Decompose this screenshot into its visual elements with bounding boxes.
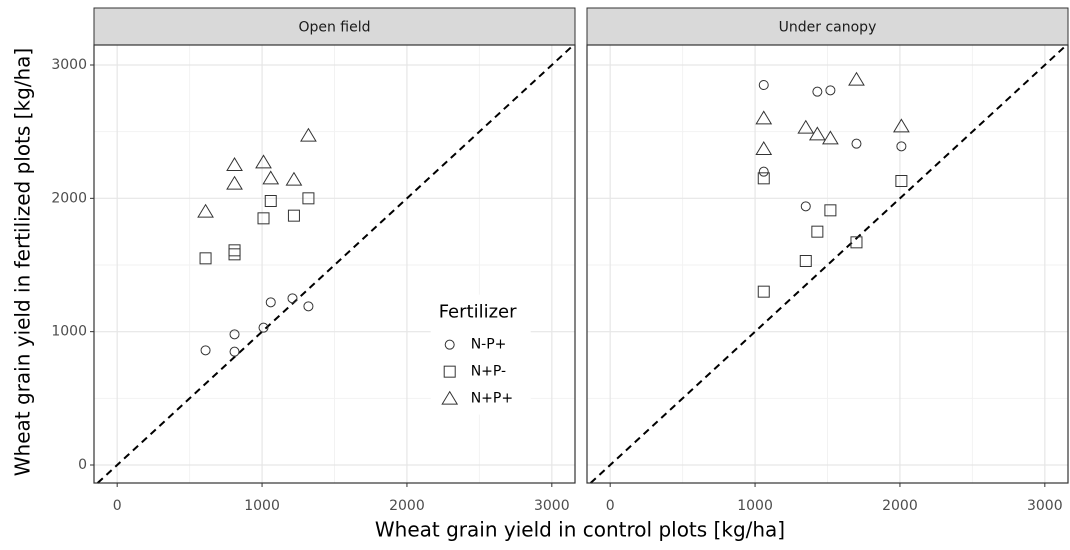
point bbox=[799, 255, 812, 267]
y-axis-label: Wheat grain yield in fertilized plots [k… bbox=[11, 48, 35, 476]
point bbox=[262, 170, 280, 185]
point bbox=[264, 195, 277, 207]
y-tick-label: 0 bbox=[78, 457, 87, 473]
x-tick-label: 3000 bbox=[1027, 498, 1063, 514]
facet-title: Open field bbox=[298, 20, 370, 36]
point bbox=[758, 80, 769, 90]
point bbox=[755, 141, 773, 155]
point bbox=[850, 236, 863, 249]
legend-label: N+P- bbox=[471, 364, 506, 380]
point bbox=[302, 192, 315, 205]
point bbox=[265, 297, 276, 308]
point bbox=[757, 285, 770, 298]
point bbox=[808, 126, 826, 141]
point bbox=[758, 166, 769, 177]
legend-key bbox=[441, 390, 459, 405]
point bbox=[848, 71, 865, 86]
point bbox=[800, 201, 811, 212]
x-tick-label: 1000 bbox=[244, 498, 280, 514]
point bbox=[199, 252, 212, 265]
point bbox=[200, 345, 211, 356]
x-tick-label: 0 bbox=[113, 498, 122, 514]
point bbox=[255, 154, 272, 169]
point bbox=[812, 86, 823, 97]
point bbox=[896, 141, 907, 152]
point bbox=[226, 175, 243, 190]
y-tick-label: 1000 bbox=[51, 324, 87, 340]
point bbox=[226, 157, 243, 171]
point bbox=[893, 118, 910, 133]
panel-border bbox=[93, 44, 576, 484]
point bbox=[757, 172, 770, 185]
legend-key bbox=[443, 365, 456, 378]
legend-title: Fertilizer bbox=[439, 302, 517, 323]
point bbox=[303, 301, 314, 312]
point bbox=[197, 203, 214, 218]
point bbox=[797, 119, 815, 134]
point bbox=[229, 346, 240, 357]
point bbox=[822, 130, 839, 145]
point bbox=[824, 204, 837, 217]
point bbox=[257, 212, 270, 225]
y-tick-label: 3000 bbox=[51, 57, 87, 73]
x-tick-label: 1000 bbox=[737, 498, 773, 514]
y-tick-label: 2000 bbox=[51, 190, 87, 206]
point bbox=[755, 110, 773, 125]
point bbox=[229, 329, 240, 340]
point bbox=[825, 85, 836, 96]
legend-key bbox=[444, 339, 455, 350]
point bbox=[287, 293, 298, 304]
x-axis-label: Wheat grain yield in control plots [kg/h… bbox=[375, 518, 785, 542]
legend-label: N-P+ bbox=[471, 337, 507, 353]
point bbox=[287, 209, 300, 222]
point bbox=[811, 225, 824, 238]
facet-title: Under canopy bbox=[779, 20, 877, 36]
x-tick-label: 3000 bbox=[534, 498, 570, 514]
point bbox=[300, 127, 317, 142]
point bbox=[258, 322, 269, 333]
point bbox=[895, 175, 908, 187]
panel-border bbox=[586, 44, 1069, 484]
legend-label: N+P+ bbox=[471, 391, 513, 407]
x-tick-label: 2000 bbox=[882, 498, 918, 514]
point bbox=[228, 244, 241, 257]
point bbox=[851, 138, 862, 149]
strip bbox=[93, 7, 576, 46]
x-tick-label: 0 bbox=[606, 498, 615, 514]
point bbox=[285, 171, 303, 186]
x-tick-label: 2000 bbox=[389, 498, 425, 514]
